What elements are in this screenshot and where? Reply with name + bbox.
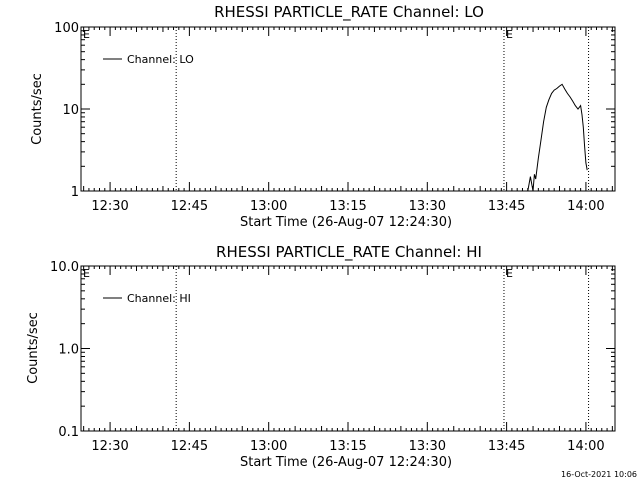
y-axis-label: Counts/sec xyxy=(30,73,45,145)
x-tick-label: 12:30 xyxy=(91,439,128,454)
y-axis-label: Counts/sec xyxy=(26,312,41,384)
series-line xyxy=(527,83,588,192)
timestamp: 16-Oct-2021 10:06 xyxy=(561,470,637,479)
x-tick-label: 14:00 xyxy=(567,199,604,214)
x-tick-label: 13:30 xyxy=(409,199,446,214)
series-lines xyxy=(527,83,588,192)
x-tick-label: 13:45 xyxy=(488,199,525,214)
x-tick-label: 13:30 xyxy=(409,439,446,454)
x-tick-label: 13:45 xyxy=(488,439,525,454)
x-axis: 12:30 12:45 13:00 13:15 13:30 13:45 14:00 xyxy=(83,266,613,454)
flag-label: E xyxy=(506,28,513,41)
x-tick-label: 13:00 xyxy=(250,439,287,454)
y-tick-label: 0.1 xyxy=(58,425,79,440)
dotted-markers xyxy=(175,27,590,191)
x-tick-label: 13:15 xyxy=(329,199,366,214)
legend-label: Channel: LO xyxy=(127,53,194,66)
x-tick-label: 13:15 xyxy=(329,439,366,454)
x-tick-label: 14:00 xyxy=(567,439,604,454)
y-tick-label: 10 xyxy=(62,103,79,118)
chart-title: RHESSI PARTICLE_RATE Channel: LO xyxy=(214,3,484,22)
x-axis: 12:30 12:45 13:00 13:15 13:30 13:45 14:00 xyxy=(83,27,613,214)
plot-frame xyxy=(80,265,616,432)
flag-label: E xyxy=(83,267,90,280)
x-tick-label: 12:45 xyxy=(171,439,208,454)
x-axis-label: Start Time (26-Aug-07 12:24:30) xyxy=(240,455,452,470)
plot-frame xyxy=(80,26,616,192)
y-axis: 0.1 1.0 10.0 xyxy=(50,260,615,440)
legend: Channel: LO xyxy=(103,53,194,66)
chart-title: RHESSI PARTICLE_RATE Channel: HI xyxy=(216,243,482,262)
y-tick-label: 10.0 xyxy=(50,260,79,275)
x-axis-label: Start Time (26-Aug-07 12:24:30) xyxy=(240,215,452,230)
x-tick-label: 12:45 xyxy=(171,199,208,214)
x-tick-label: 12:30 xyxy=(91,199,128,214)
panel-hi: RHESSI PARTICLE_RATE Channel: HI 0.1 1.0 1… xyxy=(26,243,616,470)
flag-label: E xyxy=(83,28,90,41)
x-tick-label: 13:00 xyxy=(250,199,287,214)
legend: Channel: HI xyxy=(103,292,191,305)
dotted-markers xyxy=(175,266,590,431)
flag-label: E xyxy=(506,267,513,280)
y-axis: 1 10 100 xyxy=(54,21,615,200)
y-tick-label: 100 xyxy=(54,21,79,36)
legend-label: Channel: HI xyxy=(127,292,191,305)
y-tick-label: 1 xyxy=(71,185,79,200)
y-tick-label: 1.0 xyxy=(58,343,79,358)
panel-lo: RHESSI PARTICLE_RATE Channel: LO 110100 … xyxy=(30,3,616,230)
